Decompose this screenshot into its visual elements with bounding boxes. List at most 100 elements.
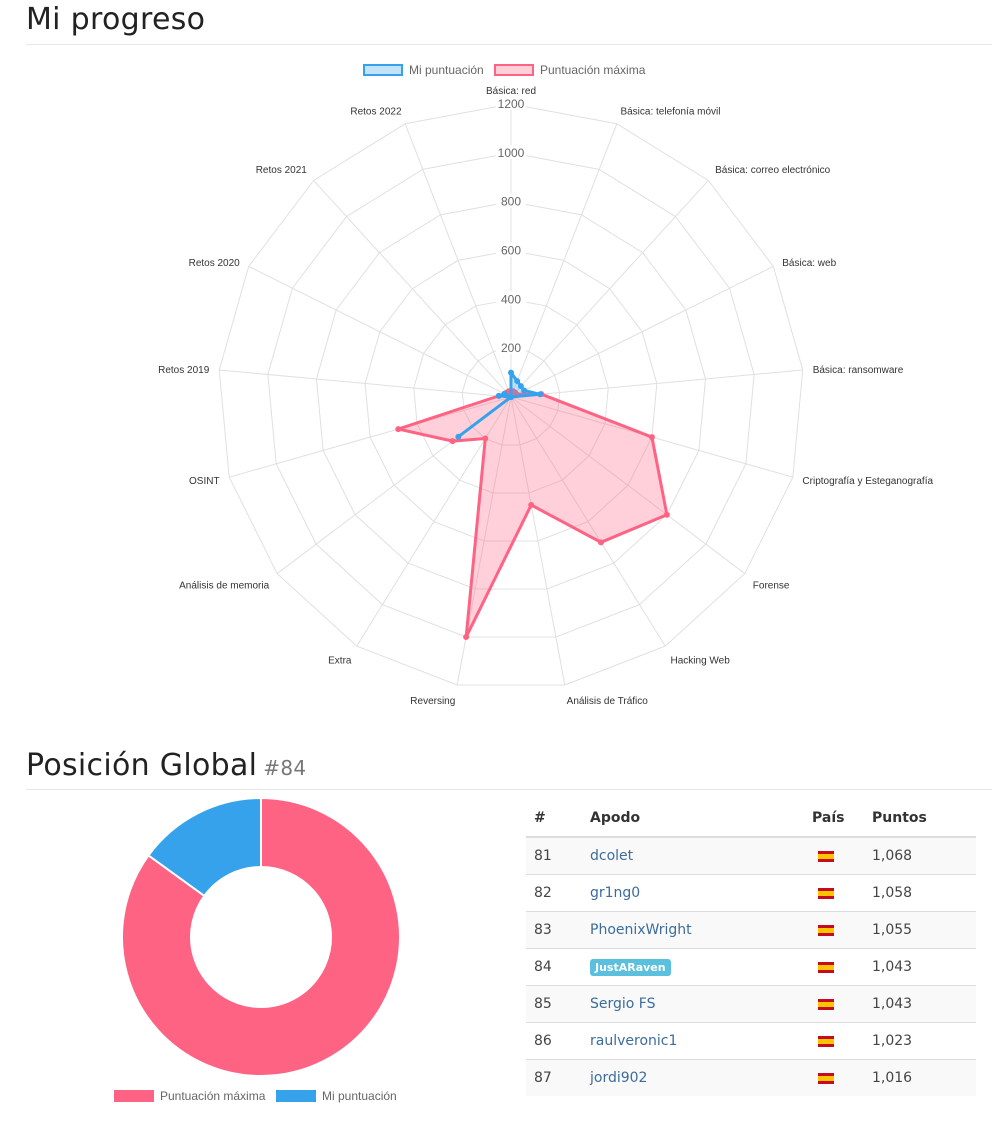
radar-tick-label: 1000 bbox=[498, 146, 525, 160]
data-point[interactable] bbox=[495, 392, 502, 399]
doughnut-chart bbox=[121, 796, 401, 1077]
data-point[interactable] bbox=[597, 539, 604, 546]
legend-label-max: Puntuación máxima bbox=[540, 63, 646, 77]
row-position: 86 bbox=[526, 1022, 590, 1060]
data-point[interactable] bbox=[508, 394, 514, 400]
radar-tick-label: 800 bbox=[501, 195, 521, 209]
data-point[interactable] bbox=[501, 390, 508, 397]
radar-spoke bbox=[404, 123, 512, 398]
series-mi-puntuacion bbox=[455, 369, 544, 440]
row-nickname: raulveronic1 bbox=[590, 1022, 812, 1060]
radar-tick-backdrop bbox=[496, 242, 526, 257]
global-position-title: Posición Global #84 bbox=[26, 748, 307, 783]
doughnut-legend-mine[interactable]: Mi puntuación bbox=[276, 1089, 397, 1103]
row-country bbox=[812, 874, 872, 912]
user-link[interactable]: gr1ng0 bbox=[590, 885, 641, 901]
radar-legend-mine[interactable]: Mi puntuación bbox=[363, 63, 484, 77]
data-point[interactable] bbox=[537, 391, 544, 398]
radar-tick-label: 1200 bbox=[498, 97, 525, 111]
radar-spoke bbox=[248, 265, 512, 398]
row-country bbox=[812, 985, 872, 1023]
spain-flag-icon bbox=[818, 1035, 834, 1047]
row-position: 83 bbox=[526, 911, 590, 949]
radar-grid-ring bbox=[218, 103, 804, 686]
radar-category-label: OSINT bbox=[189, 476, 220, 487]
table-row: 86 raulveronic1 1,023 bbox=[526, 1022, 976, 1060]
user-link[interactable]: jordi902 bbox=[590, 1070, 648, 1086]
radar-category-label: Básica: telefonía móvil bbox=[620, 106, 720, 117]
radar-tick-backdrop bbox=[496, 291, 526, 306]
row-country bbox=[812, 836, 872, 875]
data-point[interactable] bbox=[517, 383, 524, 390]
radar-spoke bbox=[219, 369, 512, 398]
radar-category-label: Extra bbox=[328, 656, 352, 667]
data-point[interactable] bbox=[395, 426, 402, 433]
radar-legend-max[interactable]: Puntuación máxima bbox=[494, 63, 645, 77]
data-point[interactable] bbox=[463, 634, 470, 641]
radar-category-label: Retos 2021 bbox=[256, 165, 308, 176]
row-points: 1,016 bbox=[872, 1059, 976, 1096]
data-point[interactable] bbox=[455, 433, 462, 440]
row-points: 1,043 bbox=[872, 985, 976, 1023]
data-point[interactable] bbox=[648, 434, 655, 441]
radar-spoke bbox=[510, 180, 709, 398]
row-nickname: JustARaven bbox=[590, 948, 812, 986]
user-link[interactable]: raulveronic1 bbox=[590, 1033, 678, 1049]
radar-tick-backdrop bbox=[496, 193, 526, 208]
data-point[interactable] bbox=[508, 369, 514, 376]
data-point[interactable] bbox=[514, 378, 521, 385]
progress-title: Mi progreso bbox=[26, 2, 206, 37]
radar-category-label: Criptografía y Esteganografía bbox=[802, 476, 933, 487]
spain-flag-icon bbox=[818, 887, 834, 899]
radar-spoke bbox=[313, 180, 512, 398]
col-points: Puntos bbox=[872, 800, 976, 838]
radar-tick-label: 400 bbox=[501, 292, 521, 306]
radar-tick-label: 600 bbox=[501, 244, 521, 258]
data-point[interactable] bbox=[482, 435, 489, 442]
data-point[interactable] bbox=[528, 502, 535, 509]
legend-swatch-max bbox=[114, 1090, 154, 1102]
doughnut-slice-mi-puntuacion[interactable] bbox=[147, 796, 262, 898]
col-nickname: Apodo bbox=[590, 800, 812, 838]
data-point[interactable] bbox=[663, 511, 670, 518]
radar-spoke bbox=[510, 396, 666, 647]
radar-category-label: Básica: red bbox=[486, 86, 536, 97]
doughnut-legend-max[interactable]: Puntuación máxima bbox=[114, 1089, 265, 1103]
data-point[interactable] bbox=[521, 387, 528, 394]
radar-tick-backdrop bbox=[496, 144, 526, 159]
legend-label-mine: Mi puntuación bbox=[409, 63, 484, 77]
doughnut-slice-puntuacion-maxima[interactable] bbox=[121, 796, 401, 1077]
radar-grid-ring bbox=[461, 347, 561, 446]
radar-category-label: Hacking Web bbox=[671, 656, 731, 667]
row-position: 81 bbox=[526, 836, 590, 875]
user-link[interactable]: Sergio FS bbox=[590, 996, 656, 1012]
legend-swatch-mine bbox=[276, 1090, 316, 1102]
row-position: 82 bbox=[526, 874, 590, 912]
row-position: 85 bbox=[526, 985, 590, 1023]
divider bbox=[26, 789, 992, 790]
legend-swatch-mine bbox=[363, 64, 403, 76]
row-points: 1,058 bbox=[872, 874, 976, 912]
current-user-badge[interactable]: JustARaven bbox=[590, 958, 671, 976]
row-points: 1,055 bbox=[872, 911, 976, 949]
user-link[interactable]: dcolet bbox=[590, 848, 634, 864]
row-country bbox=[812, 948, 872, 986]
user-link[interactable]: PhoenixWright bbox=[590, 922, 692, 938]
radar-category-label: Análisis de memoria bbox=[179, 581, 269, 592]
legend-label-mine: Mi puntuación bbox=[322, 1089, 397, 1103]
row-nickname: PhoenixWright bbox=[590, 911, 812, 949]
row-points: 1,068 bbox=[872, 836, 976, 875]
radar-spoke bbox=[510, 123, 618, 398]
radar-category-label: Forense bbox=[753, 581, 790, 592]
radar-category-label: Básica: ransomware bbox=[813, 365, 904, 376]
radar-spoke bbox=[510, 369, 803, 398]
spain-flag-icon bbox=[818, 850, 834, 862]
ranking-table: # Apodo País Puntos 81 dcolet 1,068 82 gr1ng… bbox=[526, 800, 976, 1096]
radar-category-label: Reversing bbox=[410, 696, 455, 707]
spain-flag-icon bbox=[818, 998, 834, 1010]
table-row: 85 Sergio FS 1,043 bbox=[526, 985, 976, 1023]
radar-tick-backdrop bbox=[496, 340, 526, 355]
radar-tick-backdrop bbox=[496, 96, 526, 110]
data-point[interactable] bbox=[449, 438, 456, 445]
